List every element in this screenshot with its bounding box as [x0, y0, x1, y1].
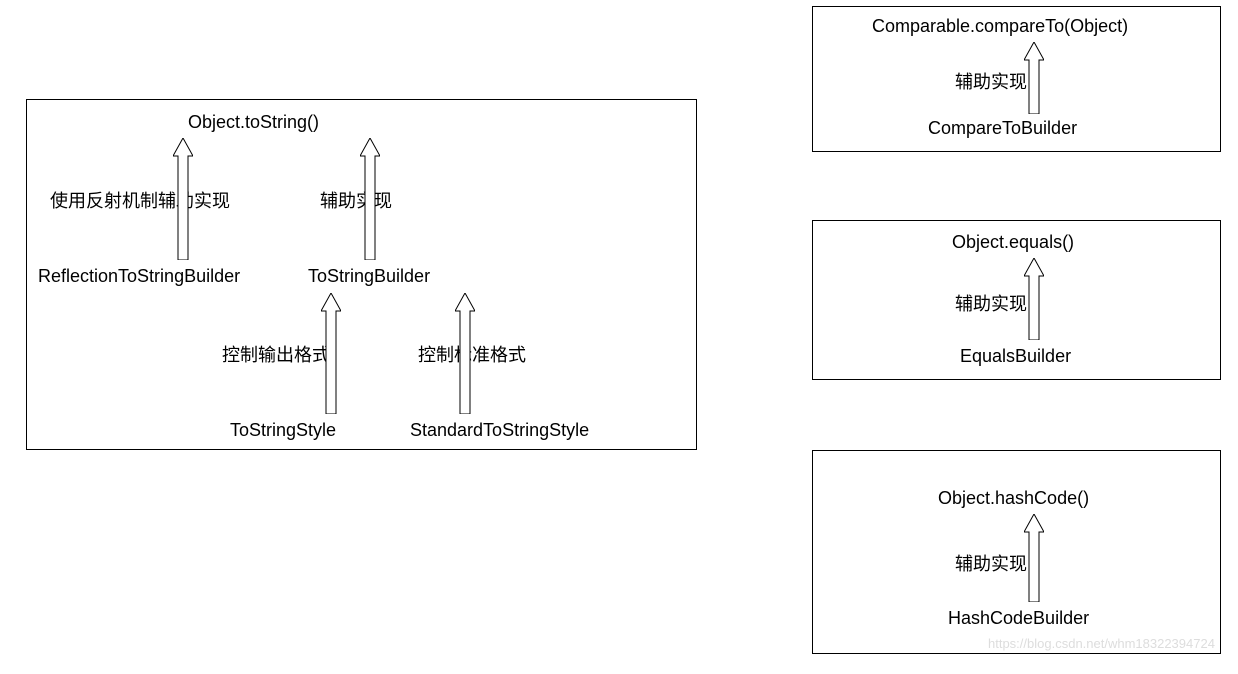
node-compareto-builder: CompareToBuilder — [928, 118, 1077, 139]
edge-label-reflection: 使用反射机制辅助实现 — [50, 187, 230, 213]
watermark-text: https://blog.csdn.net/whm18322394724 — [988, 636, 1215, 651]
arrow-hashcode — [1024, 514, 1044, 602]
arrow-equals — [1024, 258, 1044, 340]
edge-label-output-format: 控制输出格式 — [222, 341, 330, 367]
arrow-builder-to-top — [360, 138, 380, 260]
node-object-tostring: Object.toString() — [188, 112, 319, 133]
node-hashcode-builder: HashCodeBuilder — [948, 608, 1089, 629]
node-equals-builder: EqualsBuilder — [960, 346, 1071, 367]
node-object-equals: Object.equals() — [952, 232, 1074, 253]
arrow-style-to-builder — [321, 293, 341, 414]
arrow-compareto — [1024, 42, 1044, 114]
edge-label-hashcode: 辅助实现 — [955, 550, 1027, 576]
node-tostring-builder: ToStringBuilder — [308, 266, 430, 287]
node-standard-tostring-style: StandardToStringStyle — [410, 420, 589, 441]
edge-label-compareto: 辅助实现 — [955, 68, 1027, 94]
node-reflection-builder: ReflectionToStringBuilder — [38, 266, 240, 287]
arrow-reflection-to-top — [173, 138, 193, 260]
node-object-hashcode: Object.hashCode() — [938, 488, 1089, 509]
node-comparable-compareto: Comparable.compareTo(Object) — [872, 16, 1128, 37]
edge-label-assist: 辅助实现 — [320, 187, 392, 213]
arrow-standard-to-builder — [455, 293, 475, 414]
edge-label-equals: 辅助实现 — [955, 290, 1027, 316]
node-tostring-style: ToStringStyle — [230, 420, 336, 441]
